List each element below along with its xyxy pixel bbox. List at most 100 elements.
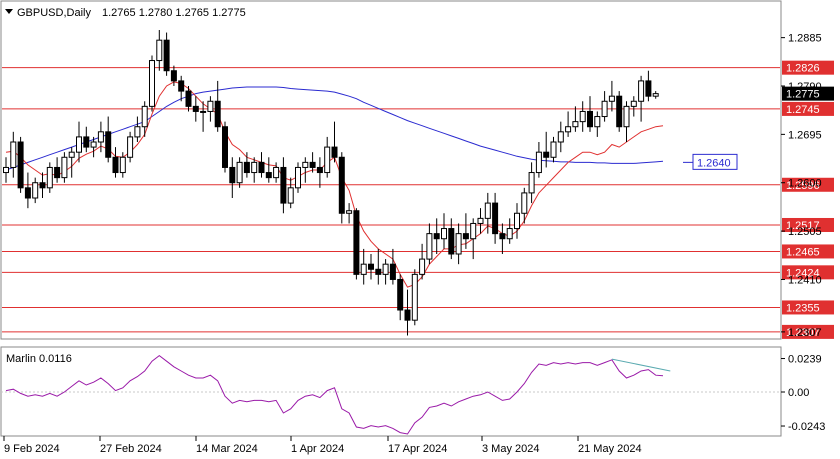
candle[interactable] [83,126,90,153]
candle[interactable] [579,101,586,132]
candle[interactable] [119,152,126,178]
candle[interactable] [236,157,243,188]
candle[interactable] [470,218,477,260]
candle[interactable] [630,96,637,117]
candle[interactable] [638,75,645,122]
candle[interactable] [477,208,484,234]
candle[interactable] [550,136,557,163]
candle[interactable] [353,208,360,280]
candle[interactable] [243,152,250,178]
candle[interactable] [608,80,615,112]
candle[interactable] [535,142,542,178]
candle[interactable] [506,218,513,244]
osc-tick-label: -0.0243 [788,421,825,433]
candle[interactable] [302,157,309,183]
candle[interactable] [368,254,374,280]
candle[interactable] [214,80,221,132]
candle[interactable] [309,152,316,173]
candle[interactable] [594,111,601,137]
candle[interactable] [112,147,119,178]
candle[interactable] [346,203,353,224]
candle[interactable] [572,106,579,132]
candle[interactable] [149,55,155,112]
candle[interactable] [565,111,572,137]
candle[interactable] [397,274,404,321]
candle[interactable] [295,162,301,193]
candle[interactable] [382,259,389,285]
candle[interactable] [3,157,9,183]
dropdown-triangle-icon[interactable] [5,9,13,14]
candle[interactable] [287,177,294,209]
candle[interactable] [404,289,411,336]
candle[interactable] [76,121,82,163]
candle[interactable] [389,248,396,285]
candle[interactable] [557,121,564,153]
candle[interactable] [360,248,367,285]
candle[interactable] [601,91,608,122]
candle-body-down [309,161,316,168]
candle[interactable] [134,116,141,142]
candle[interactable] [514,203,520,239]
candle-body-down [170,70,177,82]
candle[interactable] [265,157,272,183]
candle[interactable] [448,218,455,260]
candle[interactable] [163,32,170,76]
candle[interactable] [229,157,236,198]
candle-body-down [280,166,287,204]
candle[interactable] [258,152,265,178]
candle[interactable] [411,269,418,326]
candle[interactable] [46,162,53,193]
candle[interactable] [338,152,345,224]
candle[interactable] [543,131,550,168]
candle[interactable] [462,213,469,249]
candle-body-down [433,233,440,240]
candle[interactable] [652,91,659,99]
candle[interactable] [54,157,61,183]
candle[interactable] [492,192,499,244]
candle[interactable] [426,223,433,265]
candle[interactable] [331,121,338,163]
candle[interactable] [433,218,440,254]
candle[interactable] [156,30,163,71]
candle[interactable] [200,101,207,132]
candle[interactable] [141,101,148,137]
candle[interactable] [17,136,24,193]
candle[interactable] [645,70,652,102]
candle[interactable] [185,86,192,112]
candle[interactable] [251,157,258,183]
candle[interactable] [170,65,177,86]
candle[interactable] [68,147,75,178]
candle[interactable] [499,223,506,254]
candle[interactable] [616,91,623,132]
candle[interactable] [455,223,462,265]
candle[interactable] [10,131,17,178]
candle[interactable] [375,248,382,285]
candle[interactable] [105,116,112,163]
candle[interactable] [127,131,134,163]
candle[interactable] [316,157,323,188]
candle[interactable] [24,172,31,209]
candle[interactable] [61,152,68,183]
candle[interactable] [90,136,97,158]
candle[interactable] [587,96,593,132]
candle[interactable] [521,187,528,224]
level-label-box [782,265,834,280]
candle[interactable] [207,96,214,122]
candle[interactable] [623,101,630,142]
candle[interactable] [280,157,287,214]
candle[interactable] [192,96,199,122]
candle[interactable] [441,213,447,249]
candle[interactable] [178,75,185,102]
candle[interactable] [32,177,39,204]
candle-body-down [265,172,272,179]
candle[interactable] [97,121,104,153]
candle[interactable] [484,192,491,234]
candle[interactable] [273,162,280,183]
candle[interactable] [222,121,228,173]
candle[interactable] [419,243,426,280]
candle[interactable] [39,172,46,198]
candle[interactable] [528,162,535,204]
candle[interactable] [324,136,331,178]
